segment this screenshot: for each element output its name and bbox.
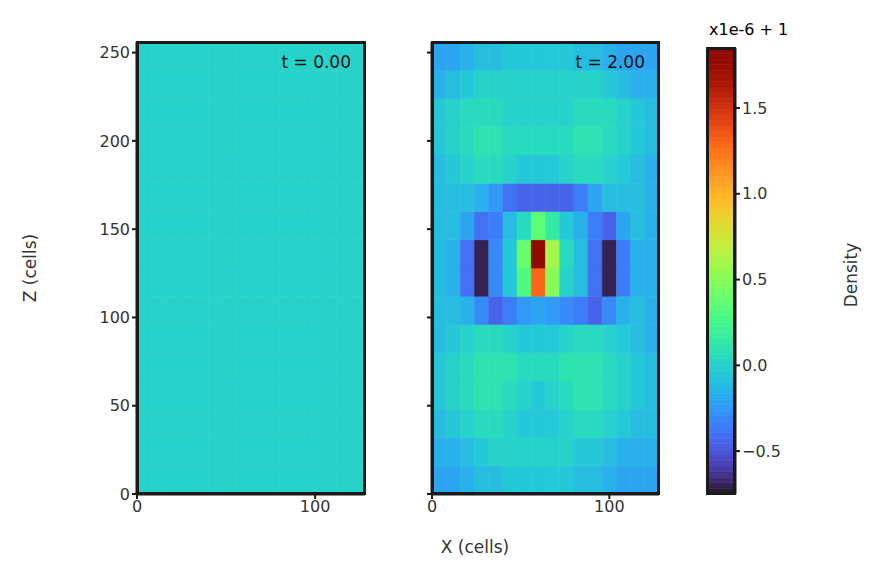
svg-text:250: 250 bbox=[99, 43, 130, 62]
html-text:Z (cells): Z (cells) bbox=[20, 233, 40, 303]
svg-text:150: 150 bbox=[99, 220, 130, 239]
svg-text:100: 100 bbox=[300, 497, 331, 516]
svg-text:0: 0 bbox=[427, 497, 437, 516]
html-text:t = 0.00: t = 0.00 bbox=[281, 52, 351, 72]
svg-text:0: 0 bbox=[120, 485, 130, 504]
svg-text:50: 50 bbox=[110, 396, 130, 415]
svg-text:−0.5: −0.5 bbox=[742, 442, 781, 461]
svg-text:0.0: 0.0 bbox=[742, 356, 767, 375]
svg-text:1.0: 1.0 bbox=[742, 184, 767, 203]
html-text:t = 2.00: t = 2.00 bbox=[575, 52, 645, 72]
svg-text:0.5: 0.5 bbox=[742, 270, 767, 289]
html-text:x1e-6 + 1: x1e-6 + 1 bbox=[709, 20, 789, 39]
svg-text:200: 200 bbox=[99, 132, 130, 151]
html-text:Density: Density bbox=[841, 242, 861, 308]
svg-text:1.5: 1.5 bbox=[742, 99, 767, 118]
html-text:X (cells): X (cells) bbox=[440, 537, 510, 557]
svg-text:100: 100 bbox=[99, 308, 130, 327]
svg-text:0: 0 bbox=[132, 497, 142, 516]
svg-text:100: 100 bbox=[594, 497, 625, 516]
